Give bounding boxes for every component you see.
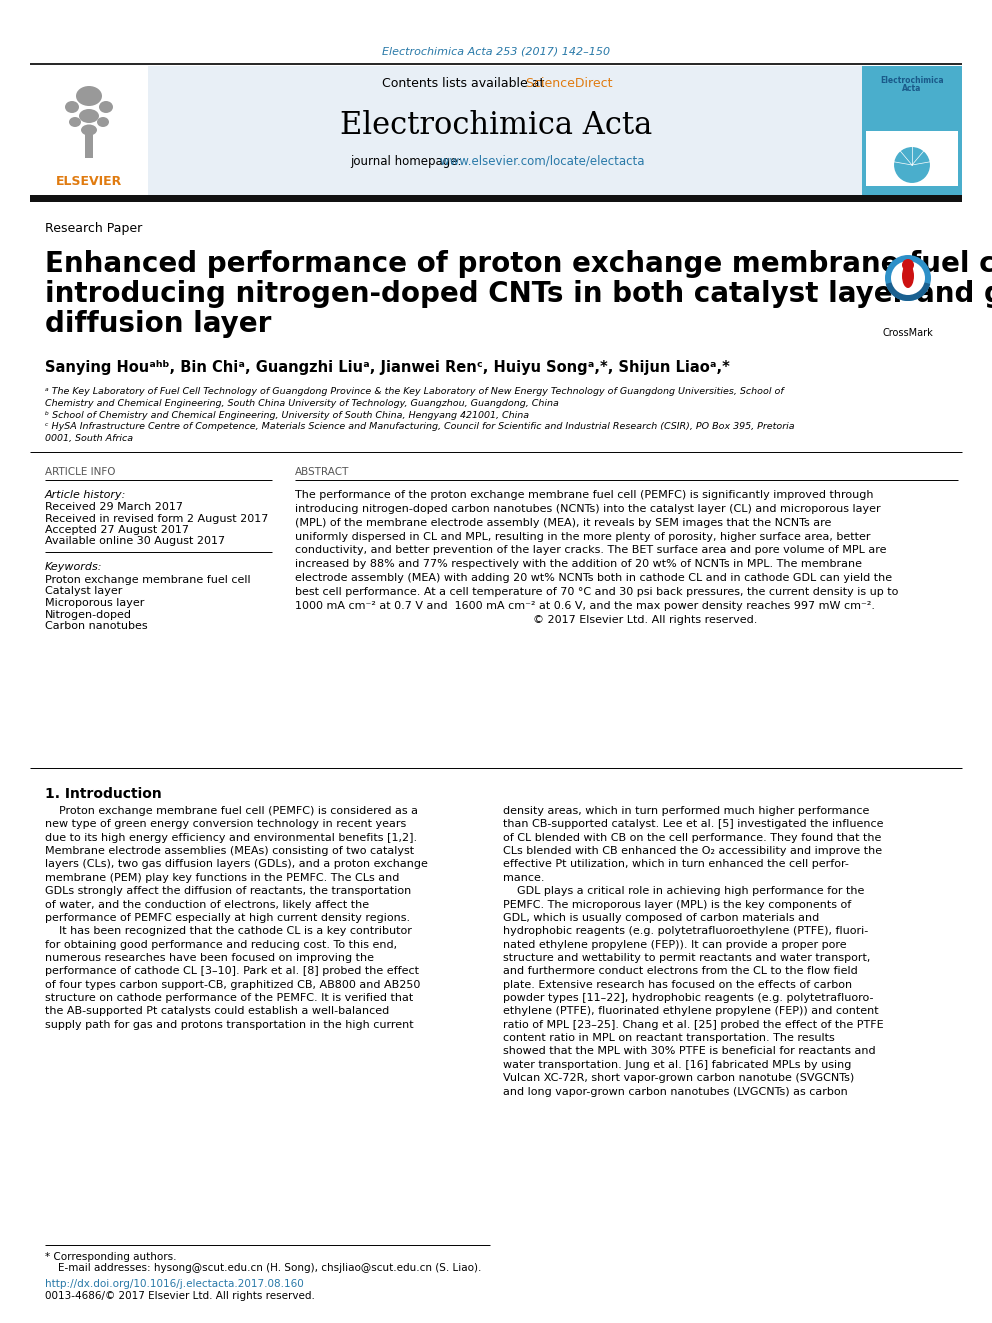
Text: ELSEVIER: ELSEVIER [56,175,122,188]
Text: Sanying Houᵃʰᵇ, Bin Chiᵃ, Guangzhi Liuᵃ, Jianwei Renᶜ, Huiyu Songᵃ,*, Shijun Lia: Sanying Houᵃʰᵇ, Bin Chiᵃ, Guangzhi Liuᵃ,… [45,360,730,374]
Text: Received in revised form 2 August 2017: Received in revised form 2 August 2017 [45,513,269,524]
Text: ARTICLE INFO: ARTICLE INFO [45,467,115,478]
Text: Received 29 March 2017: Received 29 March 2017 [45,501,183,512]
Wedge shape [886,278,930,302]
Ellipse shape [76,86,102,106]
Bar [30,66,862,196]
Text: CrossMark: CrossMark [883,328,933,337]
Text: ABSTRACT: ABSTRACT [295,467,349,478]
Bar [30,66,148,196]
Ellipse shape [99,101,113,112]
Text: Contents lists available at: Contents lists available at [382,77,549,90]
Text: http://dx.doi.org/10.1016/j.electacta.2017.08.160: http://dx.doi.org/10.1016/j.electacta.20… [45,1279,304,1289]
Text: * Corresponding authors.: * Corresponding authors. [45,1252,177,1262]
Text: E-mail addresses: hysong@scut.edu.cn (H. Song), chsjliao@scut.edu.cn (S. Liao).: E-mail addresses: hysong@scut.edu.cn (H.… [45,1263,481,1273]
Text: Electrochimica Acta 253 (2017) 142–150: Electrochimica Acta 253 (2017) 142–150 [382,46,610,56]
Text: ᵇ School of Chemistry and Chemical Engineering, University of South China, Hengy: ᵇ School of Chemistry and Chemical Engin… [45,411,529,419]
Text: Microporous layer: Microporous layer [45,598,145,609]
Text: Electrochimica Acta: Electrochimica Acta [340,110,652,142]
Circle shape [902,259,914,271]
Text: journal homepage:: journal homepage: [350,155,465,168]
Text: Proton exchange membrane fuel cell (PEMFC) is considered as a
new type of green : Proton exchange membrane fuel cell (PEMF… [45,806,428,1029]
Bar [30,194,962,202]
Circle shape [891,261,925,295]
Ellipse shape [69,116,81,127]
Text: The performance of the proton exchange membrane fuel cell (PEMFC) is significant: The performance of the proton exchange m… [295,490,899,624]
Bar [862,66,962,196]
Text: 0013-4686/© 2017 Elsevier Ltd. All rights reserved.: 0013-4686/© 2017 Elsevier Ltd. All right… [45,1291,314,1301]
Text: Research Paper: Research Paper [45,222,142,235]
Text: Enhanced performance of proton exchange membrane fuel cell by: Enhanced performance of proton exchange … [45,250,992,278]
Text: Catalyst layer: Catalyst layer [45,586,122,597]
Text: Nitrogen-doped: Nitrogen-doped [45,610,132,619]
Text: Accepted 27 August 2017: Accepted 27 August 2017 [45,525,189,534]
Text: ᶜ HySA Infrastructure Centre of Competence, Materials Science and Manufacturing,: ᶜ HySA Infrastructure Centre of Competen… [45,422,795,443]
Text: Available online 30 August 2017: Available online 30 August 2017 [45,537,225,546]
Text: 1. Introduction: 1. Introduction [45,787,162,800]
Text: introducing nitrogen-doped CNTs in both catalyst layer and gas: introducing nitrogen-doped CNTs in both … [45,280,992,308]
Text: Proton exchange membrane fuel cell: Proton exchange membrane fuel cell [45,576,251,585]
Text: Article history:: Article history: [45,490,126,500]
Text: ᵃ The Key Laboratory of Fuel Cell Technology of Guangdong Province & the Key Lab: ᵃ The Key Laboratory of Fuel Cell Techno… [45,388,784,407]
Text: Keywords:: Keywords: [45,562,102,572]
Text: density areas, which in turn performed much higher performance
than CB-supported: density areas, which in turn performed m… [503,806,884,1097]
Text: Acta: Acta [903,83,922,93]
Ellipse shape [902,265,914,288]
Ellipse shape [79,108,99,123]
Bar [85,132,93,157]
Ellipse shape [97,116,109,127]
Text: Carbon nanotubes: Carbon nanotubes [45,620,148,631]
Text: www.elsevier.com/locate/electacta: www.elsevier.com/locate/electacta [350,155,645,168]
Text: Electrochimica: Electrochimica [880,75,943,85]
Text: diffusion layer: diffusion layer [45,310,272,337]
Circle shape [893,146,931,184]
Circle shape [885,255,931,302]
Ellipse shape [81,124,97,135]
Ellipse shape [65,101,79,112]
Text: ScienceDirect: ScienceDirect [382,77,612,90]
Bar [866,131,958,187]
